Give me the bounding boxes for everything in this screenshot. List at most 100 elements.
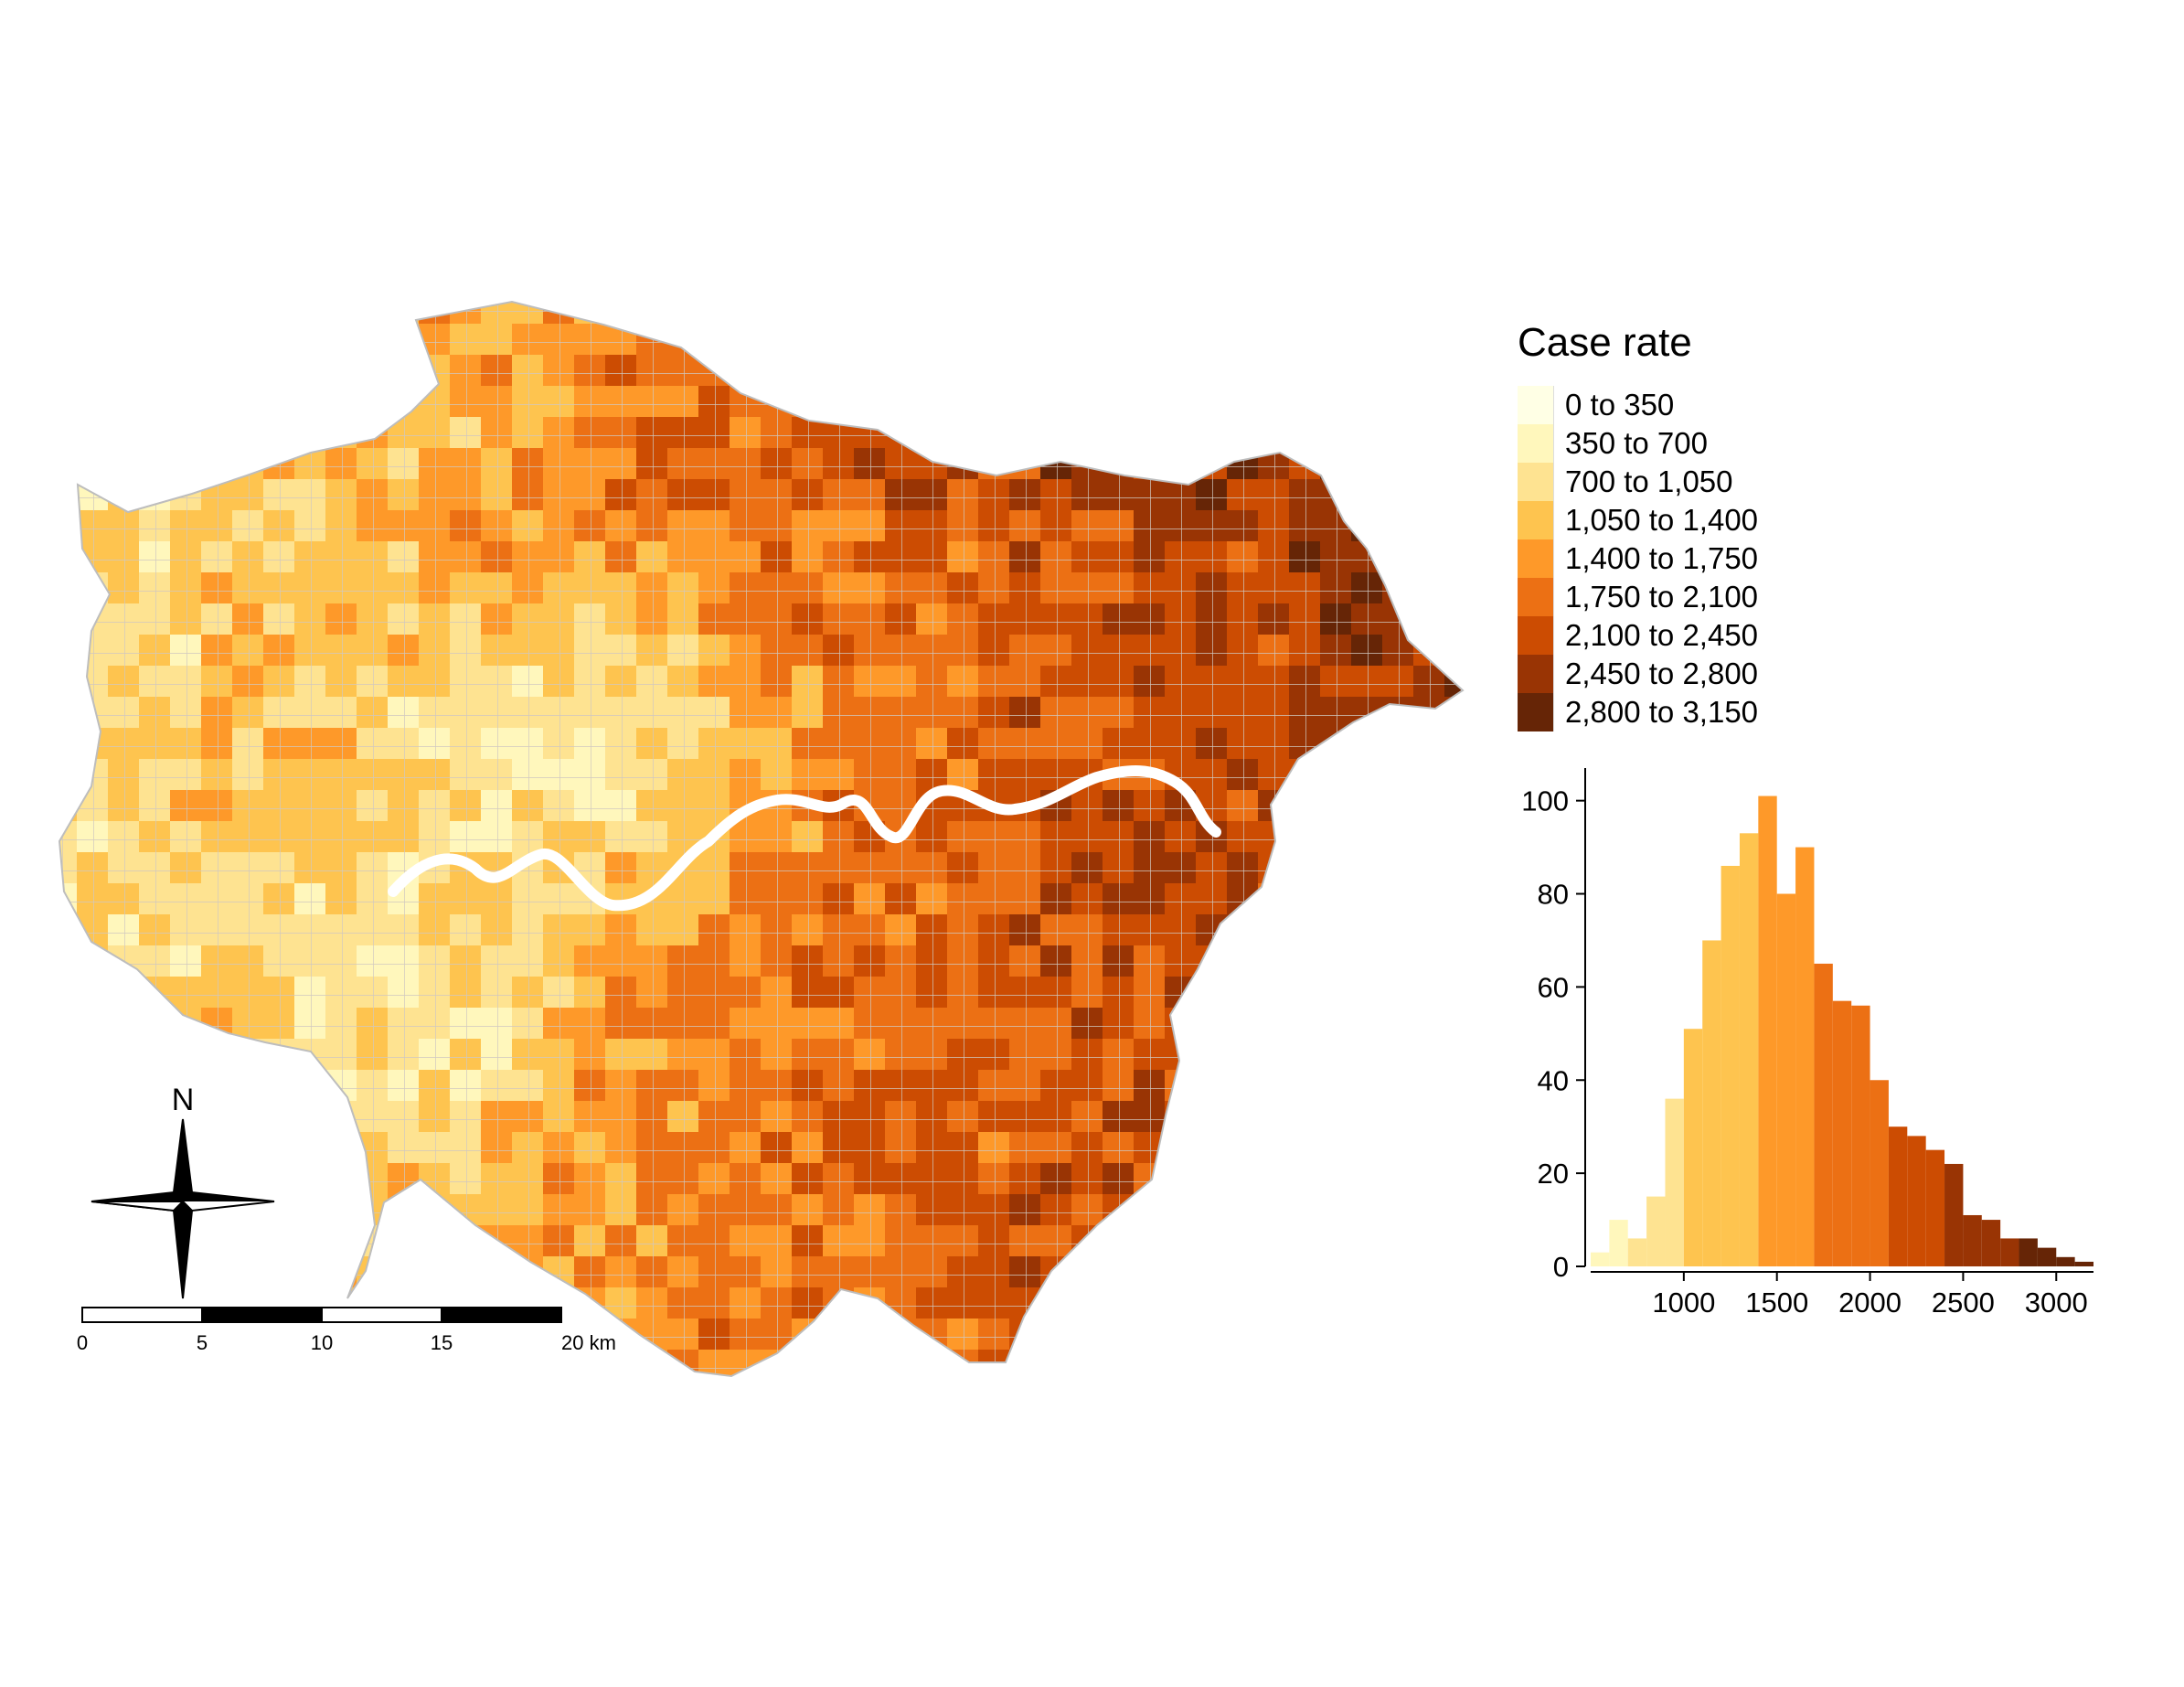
map-region (1227, 1101, 1258, 1132)
map-region (201, 417, 232, 448)
map-region (1351, 1350, 1382, 1376)
map-region (1258, 1256, 1289, 1287)
compass-needle-north (172, 1118, 194, 1203)
map-region (1165, 1194, 1196, 1225)
map-region (854, 1350, 885, 1376)
map-region (1413, 1256, 1444, 1287)
legend-item: 1,400 to 1,750 (1518, 539, 1758, 578)
map-region (1289, 1132, 1320, 1163)
compass-center-east (183, 1192, 274, 1201)
map-region (823, 355, 854, 386)
map-region (1476, 697, 1499, 728)
map-region (1413, 977, 1444, 1008)
map-region (1382, 1256, 1413, 1287)
map-region (1071, 1256, 1103, 1287)
map-region (1258, 1319, 1289, 1350)
map-region (232, 386, 263, 417)
histogram-bar (1944, 1163, 1964, 1266)
map-region (59, 603, 77, 635)
map-region (1071, 1319, 1103, 1350)
map-region (1320, 790, 1351, 821)
north-arrow: N (91, 1083, 275, 1299)
map-region (294, 1225, 325, 1256)
map-region (1382, 355, 1413, 386)
histogram-bar (1851, 1005, 1870, 1266)
map-region (1165, 1101, 1196, 1132)
map-region (1289, 1256, 1320, 1287)
map-region (1258, 977, 1289, 1008)
map-region (1413, 572, 1444, 603)
map-region (481, 1381, 512, 1412)
map-region (1009, 1381, 1040, 1412)
map-region (263, 355, 294, 386)
map-region (1289, 977, 1320, 1008)
map-region (46, 1381, 77, 1412)
map-region (512, 1381, 543, 1412)
map-region (294, 1070, 325, 1101)
map-region (636, 1381, 667, 1412)
compass-center-west (91, 1201, 186, 1212)
map-region (294, 324, 325, 355)
map-region (1413, 324, 1444, 355)
map-region (1289, 852, 1320, 883)
map-region (885, 302, 916, 324)
map-region (325, 1256, 357, 1287)
map-region (1196, 386, 1227, 417)
map-region (1382, 977, 1413, 1008)
map-region (1413, 759, 1444, 790)
map-region (947, 1381, 978, 1412)
map-region (1351, 302, 1382, 324)
map-region (792, 324, 823, 355)
map-region (1351, 355, 1382, 386)
histogram-bar (1627, 1238, 1647, 1266)
map-region (201, 1381, 232, 1412)
map-region (201, 1039, 232, 1070)
map-region (1196, 1132, 1227, 1163)
map-region (59, 1225, 77, 1256)
map-region (730, 324, 761, 355)
map-region (108, 324, 139, 355)
map-region (1476, 1101, 1499, 1132)
scale-bar: 0 5 10 15 20 km (77, 1307, 616, 1354)
map-region (170, 355, 201, 386)
map-region (1476, 1039, 1499, 1070)
map-region (854, 386, 885, 417)
map-region (823, 1319, 854, 1350)
map-region (1444, 355, 1463, 386)
map-region (1413, 1350, 1444, 1376)
map-region (636, 302, 667, 324)
map-region (294, 1132, 325, 1163)
map-region (357, 355, 388, 386)
map-region (1351, 479, 1382, 510)
map-region (1351, 448, 1382, 479)
map-region (1382, 1070, 1413, 1101)
scale-tick-label: 10 (311, 1331, 333, 1354)
legend-item: 0 to 350 (1518, 386, 1758, 424)
map-region (1071, 302, 1103, 324)
map-region (1289, 1070, 1320, 1101)
map-region (59, 1008, 77, 1039)
map-region (232, 302, 263, 324)
map-region (1444, 1039, 1463, 1070)
map-region (1196, 1287, 1227, 1319)
map-region (170, 324, 201, 355)
map-region (1476, 635, 1499, 666)
map-region (1289, 1039, 1320, 1070)
map-region (1444, 386, 1463, 417)
map-region (885, 386, 916, 417)
histogram-bar (1870, 1080, 1889, 1266)
map-region (59, 479, 77, 510)
legend-label: 2,100 to 2,450 (1565, 618, 1759, 652)
map-region (388, 355, 419, 386)
map-region (947, 386, 978, 417)
map-region (1351, 728, 1382, 759)
map-region (1351, 790, 1382, 821)
map-region (1165, 324, 1196, 355)
histogram-bar (2000, 1238, 2019, 1266)
map-region (1476, 1319, 1499, 1350)
map-region (1444, 1319, 1463, 1350)
histogram-bar (1963, 1214, 1982, 1266)
map-region (1165, 417, 1196, 448)
map-region (1289, 1287, 1320, 1319)
map-region (1413, 479, 1444, 510)
